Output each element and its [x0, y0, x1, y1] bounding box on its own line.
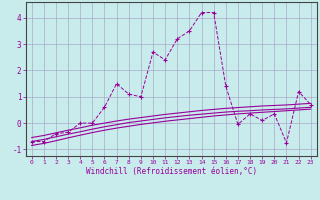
X-axis label: Windchill (Refroidissement éolien,°C): Windchill (Refroidissement éolien,°C): [86, 167, 257, 176]
